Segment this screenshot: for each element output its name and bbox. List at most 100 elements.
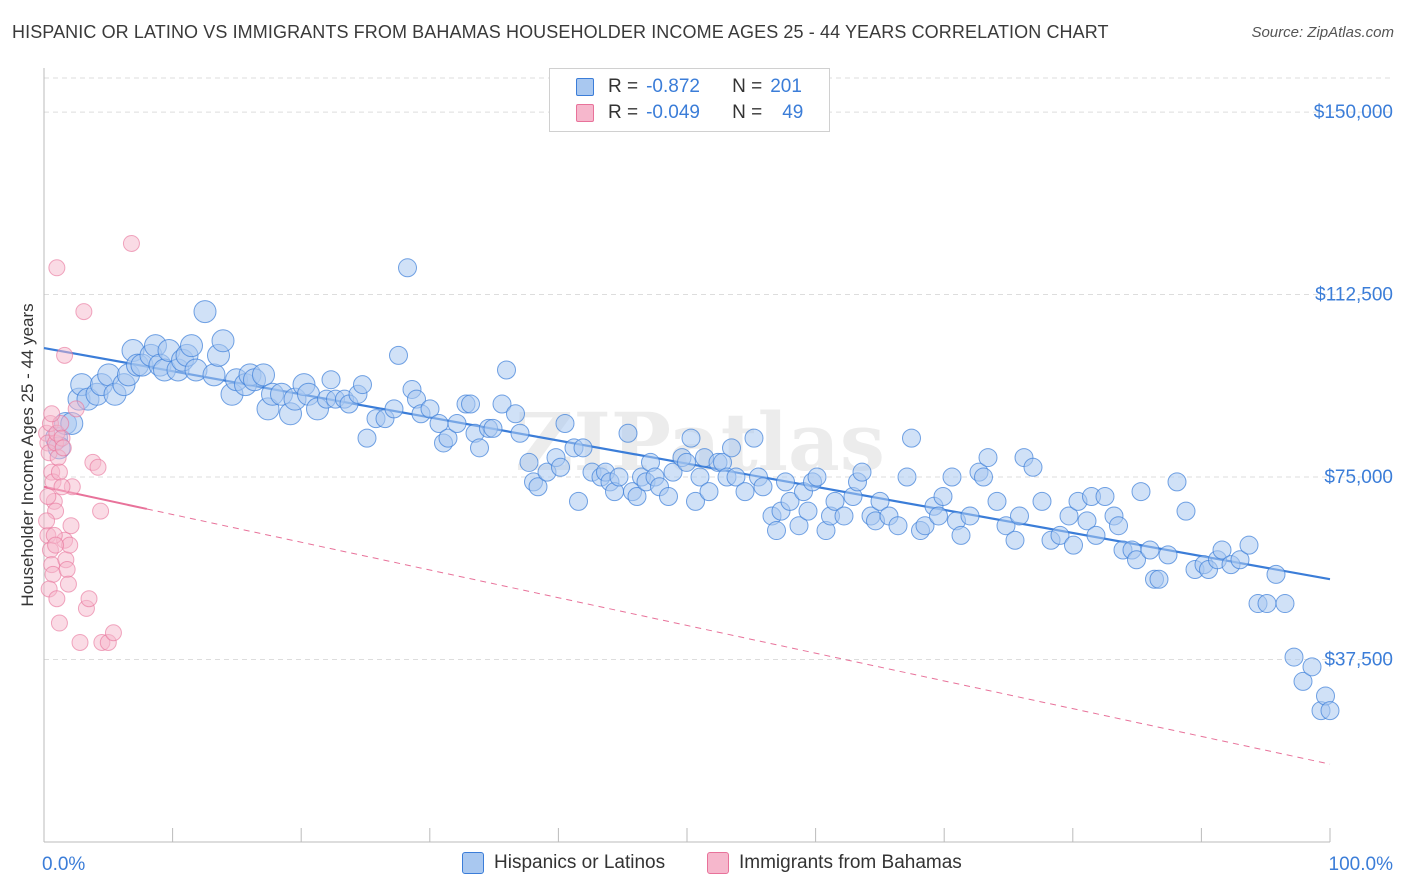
hispanic-point — [1266, 564, 1286, 584]
hispanic-point — [492, 394, 512, 414]
hispanic-point — [1284, 647, 1304, 667]
hispanic-point — [510, 423, 530, 443]
bahamas-point — [71, 633, 89, 651]
hispanic-point — [573, 438, 593, 458]
hispanic-point — [519, 452, 539, 472]
hispanic-point — [551, 457, 570, 477]
legend-n-value: 201 — [770, 76, 802, 97]
hispanic-point — [1109, 516, 1128, 536]
hispanic-point — [618, 423, 638, 443]
hispanic-point — [1032, 491, 1052, 511]
legend-r-value: -0.049 — [646, 102, 700, 123]
hispanic-point — [1010, 506, 1029, 526]
legend-r-label: R = — [608, 76, 639, 97]
bahamas-point — [43, 405, 61, 423]
hispanic-point — [1239, 535, 1259, 555]
hispanic-point — [735, 482, 755, 502]
legend-n-value: 49 — [782, 102, 804, 123]
bahamas-point — [75, 303, 93, 321]
hispanic-point — [789, 516, 809, 536]
bahamas-point — [56, 346, 74, 364]
hispanic-point — [438, 428, 458, 448]
hispanic-point — [389, 345, 408, 365]
hispanic-point — [798, 501, 818, 521]
hispanic-point — [384, 399, 404, 419]
hispanic-point — [1212, 540, 1232, 560]
bahamas-point — [58, 560, 76, 578]
hispanic-point — [780, 491, 800, 511]
hispanic-point — [1127, 550, 1146, 570]
bahamas-point — [50, 463, 68, 481]
bahamas-point — [59, 575, 77, 593]
hispanic-point — [461, 394, 480, 414]
hispanic-point — [1086, 525, 1106, 545]
bahamas-point — [122, 234, 140, 252]
bottom-legend-swatch-blue — [462, 852, 484, 874]
bahamas-point — [61, 536, 79, 554]
hispanic-point — [1023, 457, 1043, 477]
hispanic-point — [506, 404, 525, 424]
hispanic-point — [1064, 535, 1083, 555]
hispanic-point — [252, 363, 275, 387]
hispanic-point — [677, 452, 696, 472]
hispanic-point — [915, 516, 935, 536]
hispanic-point — [852, 462, 872, 482]
hispanic-point — [870, 491, 890, 511]
bahamas-point — [104, 624, 122, 642]
hispanic-point — [690, 467, 710, 487]
y-tick-label: $37,500 — [1324, 650, 1393, 671]
bahamas-point — [89, 458, 107, 476]
hispanic-point — [951, 525, 971, 545]
hispanic-point — [744, 428, 764, 448]
legend-n-label: N = — [732, 76, 763, 97]
bahamas-point — [67, 400, 85, 418]
legend-n-label: N = — [732, 102, 763, 123]
bahamas-point — [44, 565, 62, 583]
hispanic-point — [753, 477, 773, 497]
hispanic-point — [1095, 486, 1115, 506]
bahamas-point — [62, 517, 80, 535]
hispanic-point — [996, 516, 1016, 536]
y-tick-label: $112,500 — [1315, 285, 1393, 306]
legend-row-hispanics: R = -0.872 N = 201 — [576, 75, 802, 99]
hispanic-point — [497, 360, 516, 380]
legend-r-value: -0.872 — [646, 76, 700, 97]
legend-swatch-pink — [576, 104, 594, 122]
hispanic-point — [1167, 472, 1187, 492]
hispanic-point — [353, 375, 372, 395]
x-tick-label: 0.0% — [42, 854, 85, 875]
hispanic-point — [193, 300, 217, 324]
hispanic-point — [1140, 540, 1160, 560]
hispanic-point — [1176, 501, 1196, 521]
legend-row-bahamas: R = -0.049 N = 49 — [576, 101, 803, 125]
hispanic-point — [978, 448, 998, 468]
chart-title: HISPANIC OR LATINO VS IMMIGRANTS FROM BA… — [12, 22, 1109, 42]
hispanic-point — [627, 486, 647, 506]
bahamas-point — [80, 590, 98, 608]
hispanic-point — [681, 428, 701, 448]
hispanic-point — [569, 491, 588, 511]
hispanic-point — [902, 428, 921, 448]
bottom-legend-swatch-pink — [707, 852, 729, 874]
hispanic-point — [807, 467, 827, 487]
hispanic-point — [528, 477, 548, 497]
hispanic-point — [1077, 511, 1097, 531]
bottom-legend-label: Immigrants from Bahamas — [739, 852, 962, 873]
hispanic-point — [987, 491, 1007, 511]
legend-swatch-blue — [576, 78, 594, 96]
hispanic-point — [722, 438, 741, 458]
hispanic-point — [1149, 569, 1169, 589]
bahamas-point — [48, 259, 66, 277]
hispanic-point — [776, 472, 795, 492]
hispanic-point — [659, 486, 678, 506]
legend-r-label: R = — [608, 102, 639, 123]
hispanic-point — [825, 491, 845, 511]
hispanic-point — [1257, 594, 1277, 614]
hispanic-point — [1275, 594, 1295, 614]
hispanic-point — [398, 258, 417, 278]
y-tick-label: $75,000 — [1324, 467, 1393, 488]
hispanic-point — [420, 399, 440, 419]
x-tick-label: 100.0% — [1329, 854, 1394, 875]
chart-source: Source: ZipAtlas.com — [1251, 24, 1394, 41]
data-points — [38, 234, 1340, 721]
